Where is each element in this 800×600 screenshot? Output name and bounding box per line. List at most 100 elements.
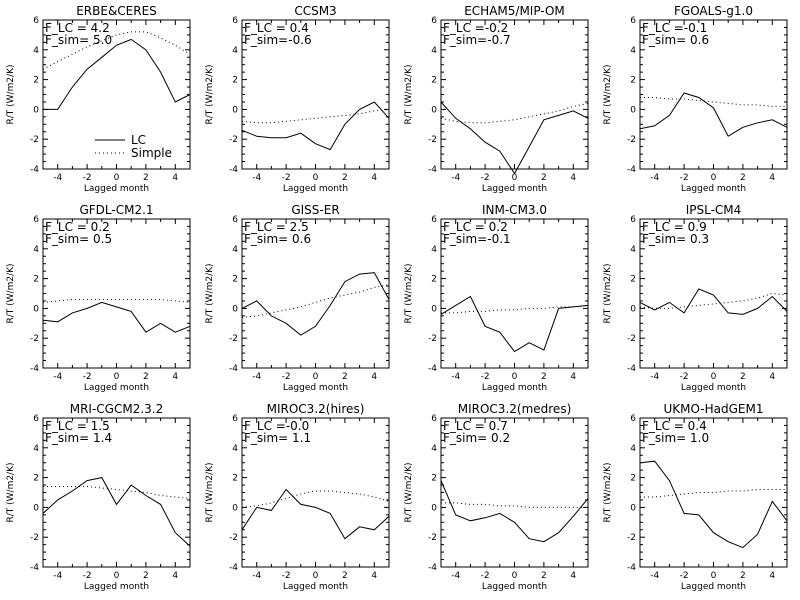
x-tick-label: 4 (371, 372, 377, 382)
y-tick-label: 6 (630, 215, 636, 225)
y-tick-label: 6 (431, 215, 437, 225)
y-tick-label: 6 (630, 414, 636, 424)
x-tick-label: -4 (451, 173, 460, 183)
x-tick-label: 4 (172, 173, 178, 183)
simple-series-line (639, 292, 788, 309)
y-tick-label: 4 (33, 245, 39, 255)
x-tick-label: -2 (282, 173, 291, 183)
lc-series-line (440, 101, 589, 175)
x-tick-label: -4 (53, 372, 62, 382)
x-tick-label: 2 (143, 571, 149, 581)
panel-title: ERBE&CERES (76, 4, 157, 18)
chart-panel: ECHAM5/MIP-OM -4 -2 0 2 4 -4 -2 0 2 4 6 Lagged month… (404, 4, 589, 194)
panel-title: MIROC3.2(medres) (458, 402, 572, 416)
fit-annotation: F_sim= 0.6 (642, 33, 709, 47)
simple-series-line (441, 304, 589, 314)
y-tick-label: 4 (232, 46, 238, 56)
x-tick-label: -4 (252, 173, 261, 183)
y-tick-label: 6 (431, 414, 437, 424)
y-tick-label: 0 (232, 503, 238, 513)
x-tick-label: -2 (282, 571, 291, 581)
y-tick-label: -2 (229, 533, 238, 543)
y-tick-label: 0 (33, 503, 39, 513)
y-tick-label: 6 (630, 16, 636, 26)
x-tick-label: 2 (541, 571, 547, 581)
x-tick-label: 2 (740, 173, 746, 183)
y-tick-label: -2 (428, 533, 437, 543)
x-axis-label: Lagged month (283, 184, 348, 194)
x-tick-label: 2 (342, 372, 348, 382)
simple-series-line (441, 502, 588, 508)
x-tick-label: -4 (650, 173, 659, 183)
y-axis-label: R/T (W/m2/K) (6, 462, 16, 522)
y-tick-label: -4 (627, 364, 636, 374)
x-tick-label: -4 (650, 372, 659, 382)
x-tick-label: 0 (114, 571, 120, 581)
lc-series-line (241, 488, 390, 540)
x-tick-label: -2 (680, 372, 689, 382)
chart-panel: GFDL-CM2.1 -4 -2 0 2 4 -4 -2 0 2 4 6 Lagged month R/T… (6, 203, 191, 393)
x-tick-label: 0 (512, 571, 518, 581)
x-tick-label: 0 (313, 571, 319, 581)
y-axis-label: R/T (W/m2/K) (603, 462, 613, 522)
x-tick-label: -2 (680, 173, 689, 183)
y-tick-label: 2 (232, 76, 238, 86)
fit-annotation: F_sim=-0.6 (244, 33, 312, 47)
x-tick-label: -4 (451, 571, 460, 581)
x-axis-label: Lagged month (681, 582, 746, 592)
simple-series-line (42, 299, 191, 303)
x-tick-label: -2 (481, 372, 490, 382)
y-tick-label: -4 (229, 563, 238, 573)
x-tick-label: 4 (172, 571, 178, 581)
x-tick-label: 2 (342, 571, 348, 581)
y-axis-label: R/T (W/m2/K) (603, 64, 613, 124)
x-tick-label: -2 (83, 173, 92, 183)
fit-annotation: F_sim= 0.3 (642, 232, 709, 246)
y-tick-label: 6 (33, 16, 39, 26)
simple-series-line (640, 97, 787, 107)
legend-entry-label: Simple (131, 146, 172, 160)
y-tick-label: 4 (630, 245, 636, 255)
x-tick-label: 2 (143, 173, 149, 183)
y-tick-label: 0 (232, 304, 238, 314)
fit-annotation: F_LC = 4.2 (45, 21, 110, 35)
y-tick-label: 6 (431, 16, 437, 26)
lc-series-line (241, 101, 390, 151)
x-tick-label: 4 (570, 173, 576, 183)
lc-series-line (639, 92, 788, 137)
y-tick-label: -4 (229, 364, 238, 374)
y-tick-label: -2 (627, 135, 636, 145)
x-axis-label: Lagged month (283, 582, 348, 592)
y-tick-label: 0 (431, 503, 437, 513)
y-tick-label: -2 (30, 135, 39, 145)
lc-series-line (43, 38, 191, 110)
y-tick-label: 6 (33, 414, 39, 424)
panel-title: UKMO-HadGEM1 (664, 402, 764, 416)
y-tick-label: 6 (232, 215, 238, 225)
x-tick-label: -2 (481, 571, 490, 581)
x-tick-label: 4 (371, 571, 377, 581)
y-tick-label: 4 (33, 444, 39, 454)
fit-annotation: F_sim= 1.0 (642, 431, 709, 445)
chart-panel: MIROC3.2(hires) -4 -2 0 2 4 -4 -2 0 2 4 6 Lagged mon… (205, 402, 390, 592)
y-axis-label: R/T (W/m2/K) (205, 462, 215, 522)
fit-annotation: F_LC =-0.1 (642, 21, 707, 35)
y-tick-label: 4 (33, 46, 39, 56)
panel-title: IPSL-CM4 (686, 203, 742, 217)
y-axis-label: R/T (W/m2/K) (404, 64, 414, 124)
simple-series-line (241, 108, 390, 124)
lc-series-line (639, 460, 788, 549)
fit-annotation: F_sim= 0.5 (45, 232, 112, 246)
fit-annotation: F_sim= 1.4 (45, 431, 112, 445)
fit-annotation: F_LC = 0.4 (244, 21, 309, 35)
y-tick-label: 4 (232, 245, 238, 255)
x-tick-label: -2 (83, 571, 92, 581)
x-tick-label: 2 (541, 173, 547, 183)
x-tick-label: 4 (570, 372, 576, 382)
y-tick-label: -2 (30, 533, 39, 543)
fit-annotation: F_sim= 0.6 (244, 232, 311, 246)
fit-annotation: F_LC =-0.0 (244, 419, 309, 433)
x-tick-label: 4 (172, 372, 178, 382)
chart-panel: MIROC3.2(medres) -4 -2 0 2 4 -4 -2 0 2 4 6 Lagged mo… (404, 402, 589, 592)
